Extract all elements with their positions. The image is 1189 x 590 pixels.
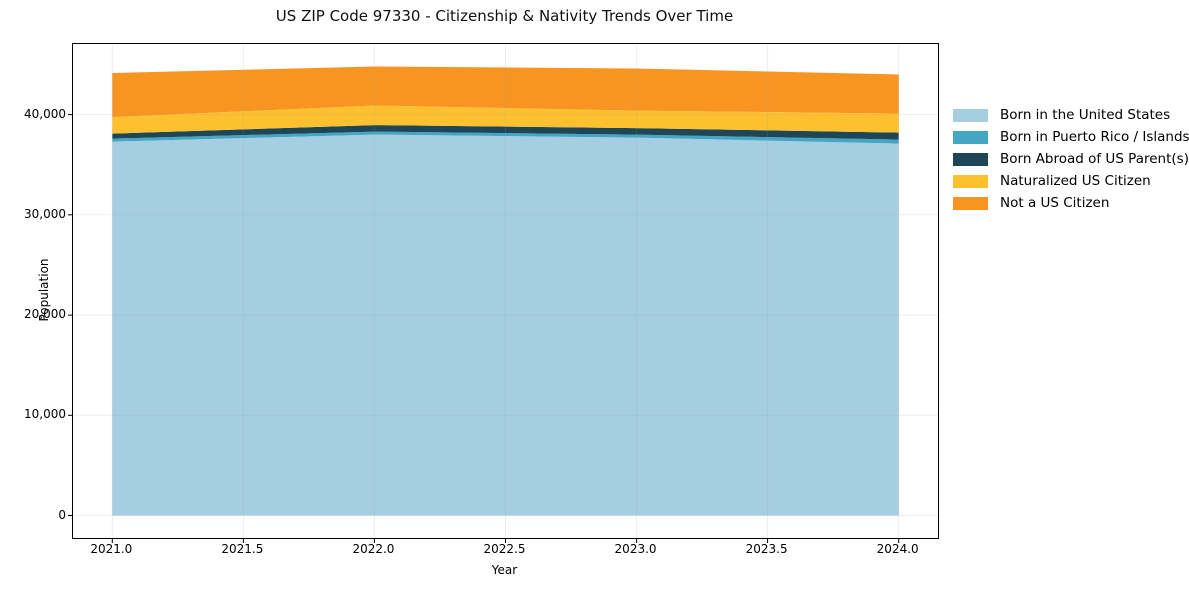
- area-series-4: [112, 66, 899, 118]
- legend-swatch-icon: [953, 196, 988, 210]
- x-axis-label: Year: [491, 563, 518, 577]
- area-series-2: [112, 125, 899, 140]
- y-tick-label: 30,000: [24, 206, 66, 221]
- legend-item: Born in Puerto Rico / Islands: [953, 126, 1189, 148]
- x-tick-label: 2022.5: [483, 542, 526, 556]
- legend-label: Born in the United States: [1000, 107, 1171, 123]
- area-series-0: [112, 134, 899, 516]
- legend-label: Naturalized US Citizen: [1000, 173, 1151, 189]
- legend-item: Born in the United States: [953, 104, 1189, 126]
- plot-area: [68, 43, 939, 543]
- area-series-1: [112, 131, 899, 144]
- y-tick-label: 10,000: [24, 407, 66, 422]
- legend-item: Naturalized US Citizen: [953, 170, 1189, 192]
- legend-swatch-icon: [953, 174, 988, 188]
- x-tick-label: 2021.0: [90, 542, 133, 556]
- x-tick-label: 2024.0: [876, 542, 919, 556]
- x-tick-label: 2023.5: [745, 542, 788, 556]
- chart-title: US ZIP Code 97330 - Citizenship & Nativi…: [275, 7, 734, 25]
- legend-label: Not a US Citizen: [1000, 195, 1110, 211]
- legend-label: Born Abroad of US Parent(s): [1000, 151, 1189, 167]
- x-tick-label: 2023.0: [614, 542, 657, 556]
- legend: Born in the United States Born in Puerto …: [953, 104, 1189, 214]
- legend-item: Not a US Citizen: [953, 192, 1189, 214]
- legend-swatch-icon: [953, 130, 988, 144]
- x-tick-label: 2022.0: [352, 542, 395, 556]
- legend-swatch-icon: [953, 108, 988, 122]
- y-tick-label: 20,000: [24, 307, 66, 322]
- y-tick-label: 40,000: [24, 106, 66, 121]
- legend-swatch-icon: [953, 152, 988, 166]
- legend-item: Born Abroad of US Parent(s): [953, 148, 1189, 170]
- stacked-area-chart: [68, 44, 938, 543]
- legend-label: Born in Puerto Rico / Islands: [1000, 129, 1189, 145]
- x-tick-label: 2021.5: [221, 542, 264, 556]
- y-axis-label: Population: [37, 258, 51, 322]
- area-series-3: [112, 105, 899, 134]
- y-tick-label: 0: [58, 507, 66, 522]
